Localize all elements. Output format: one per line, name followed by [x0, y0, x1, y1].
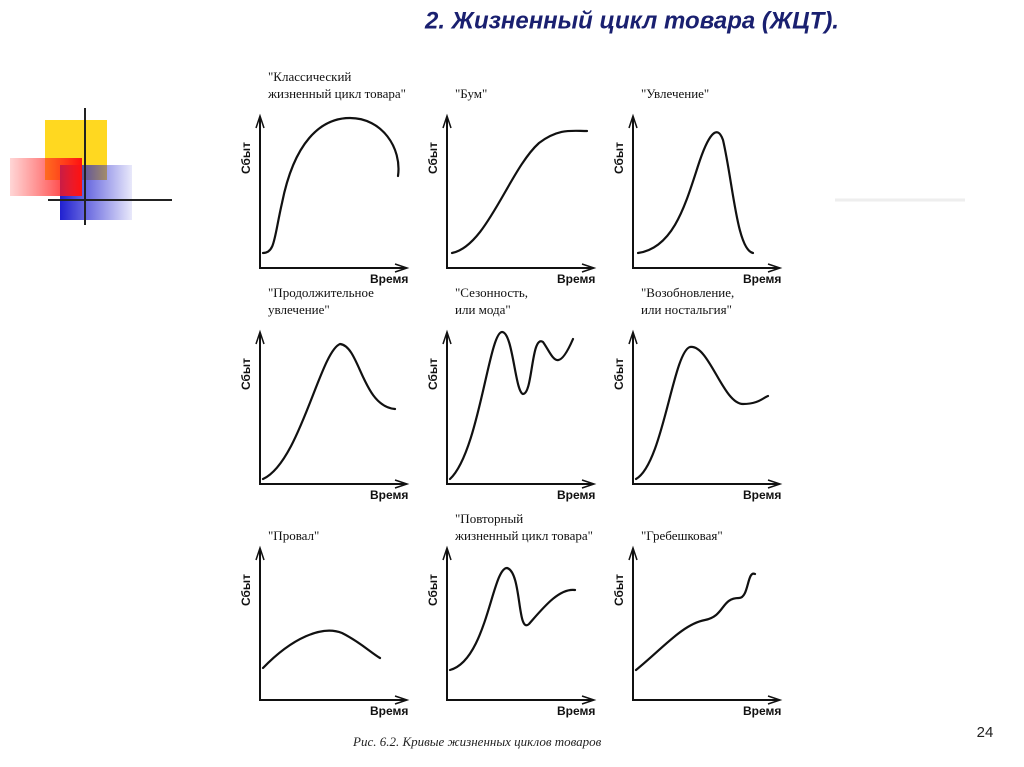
panel-label: "Бум" — [455, 86, 487, 101]
curve — [634, 572, 757, 672]
axes — [446, 118, 592, 269]
curve — [450, 129, 589, 255]
curve — [261, 629, 382, 670]
axis-arrow — [628, 545, 783, 705]
panel: "Продолжительное увлечение" Сбыт Время — [239, 285, 410, 502]
x-axis-label: Время — [557, 488, 595, 502]
axes — [446, 334, 592, 485]
curve — [448, 330, 575, 481]
panel-label: "Продолжительное — [268, 285, 374, 300]
axis-arrow — [255, 329, 410, 489]
panel: "Классический жизненный цикл товара" Сбыт В… — [239, 69, 410, 286]
decoration — [10, 108, 965, 225]
page-number: 24 — [977, 724, 994, 741]
curve — [448, 566, 577, 672]
x-axis-label: Время — [370, 488, 408, 502]
panel: "Бум" Сбыт Время — [426, 86, 597, 286]
panel: "Провал" Сбыт Время — [239, 528, 410, 718]
axes — [632, 334, 778, 485]
x-axis-label: Время — [743, 704, 781, 718]
panel-label: "Возобновление, — [641, 285, 734, 300]
panel-label: "Увлечение" — [641, 86, 709, 101]
axis-arrow — [628, 113, 783, 273]
axes — [632, 118, 778, 269]
x-axis-label: Время — [370, 272, 408, 286]
y-axis-label: Сбыт — [239, 358, 253, 390]
panel-label: "Провал" — [268, 528, 319, 543]
x-axis-label: Время — [743, 488, 781, 502]
x-axis-label: Время — [557, 272, 595, 286]
panel-label: жизненный цикл товара" — [454, 528, 593, 543]
y-axis-label: Сбыт — [612, 142, 626, 174]
panel-label: жизненный цикл товара" — [267, 86, 406, 101]
axes — [259, 550, 405, 701]
panel-label: увлечение" — [268, 302, 330, 317]
y-axis-label: Сбыт — [426, 358, 440, 390]
y-axis-label: Сбыт — [612, 358, 626, 390]
caption: Рис. 6.2. Кривые жизненных циклов товаро… — [352, 734, 602, 749]
axes — [259, 334, 405, 485]
y-axis-label: Сбыт — [239, 142, 253, 174]
panel: "Возобновление, или ностальгия" Сбыт Время — [612, 285, 783, 502]
axis-arrow — [442, 545, 597, 705]
y-axis-label: Сбыт — [239, 574, 253, 606]
axes — [446, 550, 592, 701]
curve — [636, 131, 755, 255]
panel: "Увлечение" Сбыт Время — [612, 86, 783, 286]
panel: "Гребешковая" Сбыт Время — [612, 528, 783, 718]
panel-label: "Классический — [268, 69, 351, 84]
axis-arrow — [442, 113, 597, 273]
x-axis-label: Время — [743, 272, 781, 286]
axis-arrow — [442, 329, 597, 489]
panel: "Повторный жизненный цикл товара" Сбыт Врем… — [426, 511, 597, 718]
axis-arrow — [255, 113, 410, 273]
axis-arrow — [255, 545, 410, 705]
curve — [634, 345, 770, 481]
panel-label: или ностальгия" — [641, 302, 732, 317]
panel-label: "Сезонность, — [455, 285, 528, 300]
panel: "Сезонность, или мода" Сбыт Время — [426, 285, 597, 502]
y-axis-label: Сбыт — [426, 142, 440, 174]
panel-label: "Повторный — [455, 511, 523, 526]
panel-label: "Гребешковая" — [641, 528, 723, 543]
axes — [259, 118, 405, 269]
curve — [261, 116, 400, 255]
panel-label: или мода" — [455, 302, 511, 317]
x-axis-label: Время — [370, 704, 408, 718]
panels: "Классический жизненный цикл товара" Сбыт В… — [239, 69, 783, 718]
slide-title: 2. Жизненный цикл товара (ЖЦТ). — [424, 7, 839, 34]
curve — [261, 342, 397, 481]
axes — [632, 550, 778, 701]
y-axis-label: Сбыт — [612, 574, 626, 606]
x-axis-label: Время — [557, 704, 595, 718]
y-axis-label: Сбыт — [426, 574, 440, 606]
axis-arrow — [628, 329, 783, 489]
